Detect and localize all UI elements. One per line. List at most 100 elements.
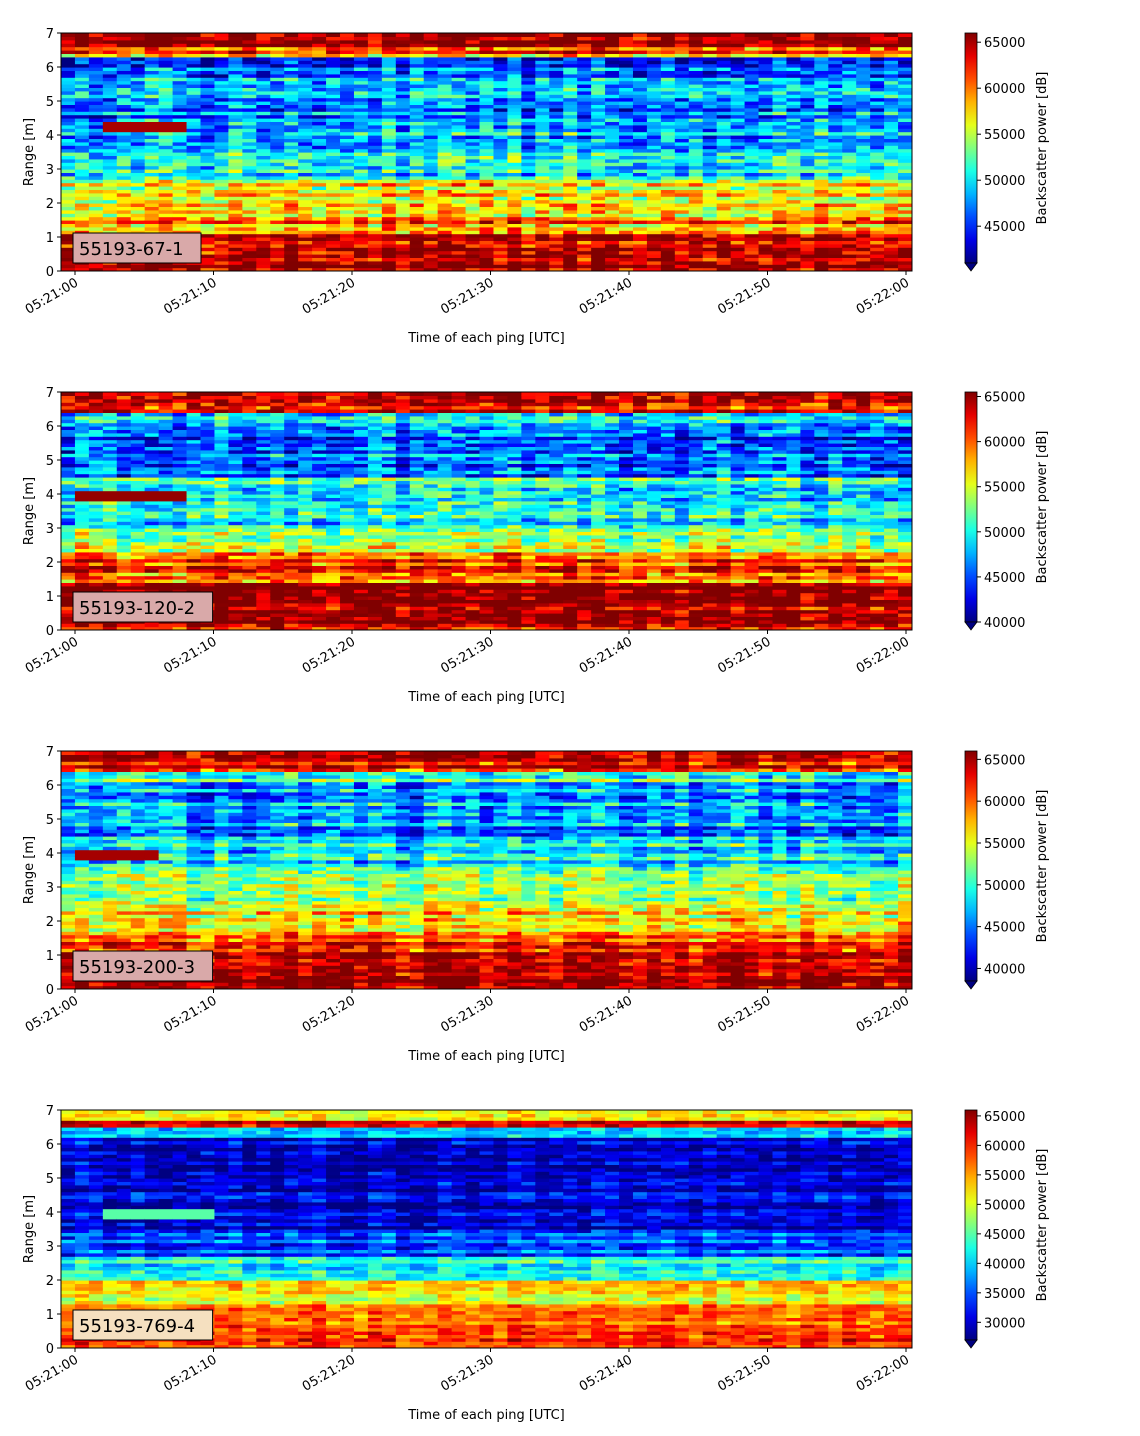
- echogram-cell: [172, 453, 188, 458]
- echogram-cell: [312, 158, 327, 163]
- echogram-cell: [228, 43, 243, 48]
- echogram-cell: [591, 111, 606, 116]
- echogram-cell: [326, 97, 341, 102]
- echogram-cell: [465, 33, 481, 37]
- echogram-cell: [842, 90, 857, 95]
- echogram-cell: [493, 114, 509, 119]
- echogram-cell: [158, 446, 174, 451]
- echogram-cell: [493, 111, 509, 116]
- echogram-cell: [144, 56, 160, 61]
- echogram-cell: [828, 107, 843, 112]
- echogram-cell: [549, 80, 564, 85]
- echogram-cell: [591, 267, 606, 271]
- echogram-cell: [326, 114, 341, 119]
- echogram-cell: [270, 233, 285, 238]
- echogram-cell: [116, 405, 132, 410]
- echogram-cell: [116, 575, 132, 580]
- echogram-cell: [870, 189, 885, 194]
- echogram-cell: [423, 179, 439, 184]
- echogram-cell: [326, 36, 341, 41]
- echogram-cell: [437, 70, 453, 75]
- echogram-cell: [88, 517, 104, 522]
- echogram-cell: [563, 172, 578, 177]
- echogram-cell: [326, 172, 341, 177]
- echogram-cell: [549, 209, 564, 214]
- echogram-cell: [688, 196, 704, 201]
- echogram-cell: [298, 33, 313, 37]
- echogram-cell: [88, 36, 104, 41]
- echogram-cell: [172, 477, 188, 481]
- echogram-cell: [660, 84, 676, 88]
- echogram-cell: [298, 94, 313, 99]
- echogram-cell: [786, 63, 801, 68]
- echogram-cell: [605, 233, 620, 238]
- echogram-cell: [144, 131, 160, 136]
- echogram-cell: [660, 186, 676, 190]
- echogram-cell: [312, 243, 327, 248]
- echogram-cell: [772, 121, 788, 126]
- echogram-cell: [549, 237, 564, 241]
- echogram-cell: [716, 138, 732, 143]
- echogram-cell: [88, 511, 104, 515]
- echogram-cell: [74, 456, 90, 461]
- echogram-cell: [256, 111, 271, 116]
- echogram-cell: [284, 56, 299, 61]
- echogram-cell: [646, 230, 662, 235]
- echogram-cell: [730, 152, 746, 156]
- echogram-cell: [842, 138, 857, 143]
- echogram-cell: [74, 426, 90, 430]
- echogram-cell: [353, 172, 369, 177]
- echogram-cell: [632, 80, 648, 85]
- echogram-cell: [242, 175, 257, 180]
- echogram-cell: [660, 33, 676, 37]
- echogram-cell: [437, 257, 453, 262]
- echogram-cell: [353, 114, 369, 119]
- y-tick-label: 1: [46, 231, 54, 246]
- echogram-cell: [786, 36, 801, 41]
- echogram-cell: [256, 264, 271, 269]
- echogram-cell: [172, 230, 188, 235]
- echogram-cell: [898, 50, 912, 54]
- echogram-cell: [312, 206, 327, 211]
- echogram-cell: [144, 114, 160, 119]
- echogram-cell: [884, 46, 899, 51]
- echogram-cell: [102, 398, 118, 403]
- echogram-cell: [326, 67, 341, 71]
- echogram-cell: [340, 118, 355, 122]
- echogram-cell: [284, 165, 299, 170]
- echogram-cell: [270, 56, 285, 61]
- echogram-cell: [884, 240, 899, 245]
- echogram-cell: [74, 80, 90, 85]
- echogram-cell: [102, 33, 118, 37]
- echogram-cell: [772, 192, 788, 197]
- echogram-cell: [242, 84, 257, 88]
- echogram-cell: [88, 118, 104, 122]
- echogram-cell: [772, 101, 788, 105]
- echogram-cell: [74, 158, 90, 163]
- echogram-cell: [158, 264, 174, 269]
- echogram-cell: [744, 101, 760, 105]
- echogram-cell: [312, 145, 327, 150]
- echogram-cell: [563, 36, 578, 41]
- echogram-cell: [242, 250, 257, 255]
- echogram-cell: [312, 87, 327, 92]
- echogram-cell: [158, 87, 174, 92]
- echogram-cell: [116, 412, 132, 417]
- echogram-cell: [493, 220, 509, 224]
- echogram-cell: [507, 50, 522, 54]
- echogram-cell: [242, 254, 257, 258]
- echogram-cell: [688, 121, 704, 126]
- echogram-cell: [242, 121, 257, 126]
- echogram-cell: [632, 145, 648, 150]
- echogram-cell: [465, 107, 481, 112]
- echogram-cell: [116, 267, 132, 271]
- echogram-cell: [479, 264, 495, 269]
- echogram-cell: [116, 545, 132, 549]
- echogram-cell: [144, 473, 160, 478]
- echogram-cell: [870, 101, 885, 105]
- echogram-cell: [437, 230, 453, 235]
- echogram-cell: [242, 63, 257, 68]
- echogram-cell: [814, 70, 829, 75]
- echogram-cell: [144, 494, 160, 498]
- echogram-cell: [200, 260, 216, 265]
